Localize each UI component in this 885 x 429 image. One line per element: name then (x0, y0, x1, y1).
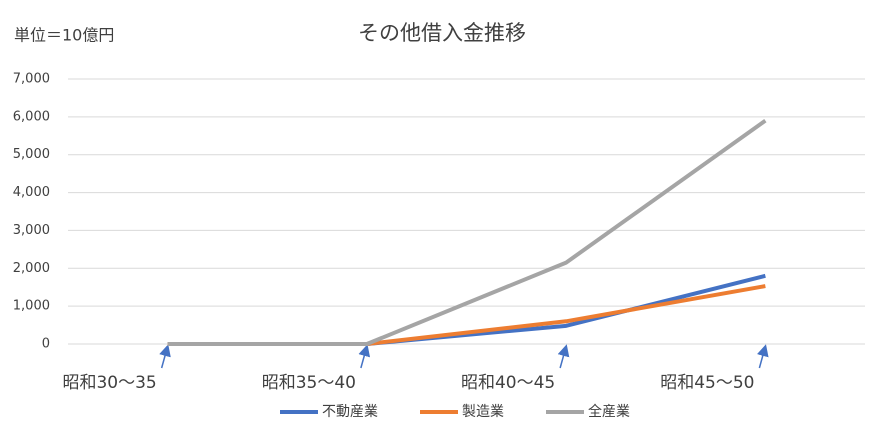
y-tick-label: 4,000 (13, 185, 50, 200)
y-tick-label: 2,000 (13, 261, 50, 276)
x-tick-label: 昭和45〜50 (660, 373, 754, 393)
legend-label: 製造業 (462, 404, 504, 420)
legend-label: 不動産業 (322, 404, 378, 420)
pointer-arrow (358, 344, 371, 369)
pointer-arrow (159, 344, 171, 369)
y-tick-label: 5,000 (13, 147, 50, 162)
y-tick-label: 3,000 (13, 223, 50, 238)
series-line (167, 119, 767, 346)
y-tick-label: 7,000 (13, 72, 50, 87)
pointer-arrow (557, 344, 570, 369)
y-tick-label: 6,000 (13, 109, 50, 124)
pointer-arrow (756, 344, 769, 369)
y-tick-label: 1,000 (13, 299, 50, 314)
x-tick-label: 昭和30〜35 (62, 373, 156, 393)
chart-title: その他借入金推移 (358, 21, 526, 45)
legend-label: 全産業 (588, 403, 630, 420)
unit-note: 単位＝10億円 (14, 26, 114, 45)
x-tick-label: 昭和40〜45 (461, 373, 555, 393)
x-tick-label: 昭和35〜40 (262, 373, 356, 393)
y-tick-label: 0 (42, 337, 50, 352)
